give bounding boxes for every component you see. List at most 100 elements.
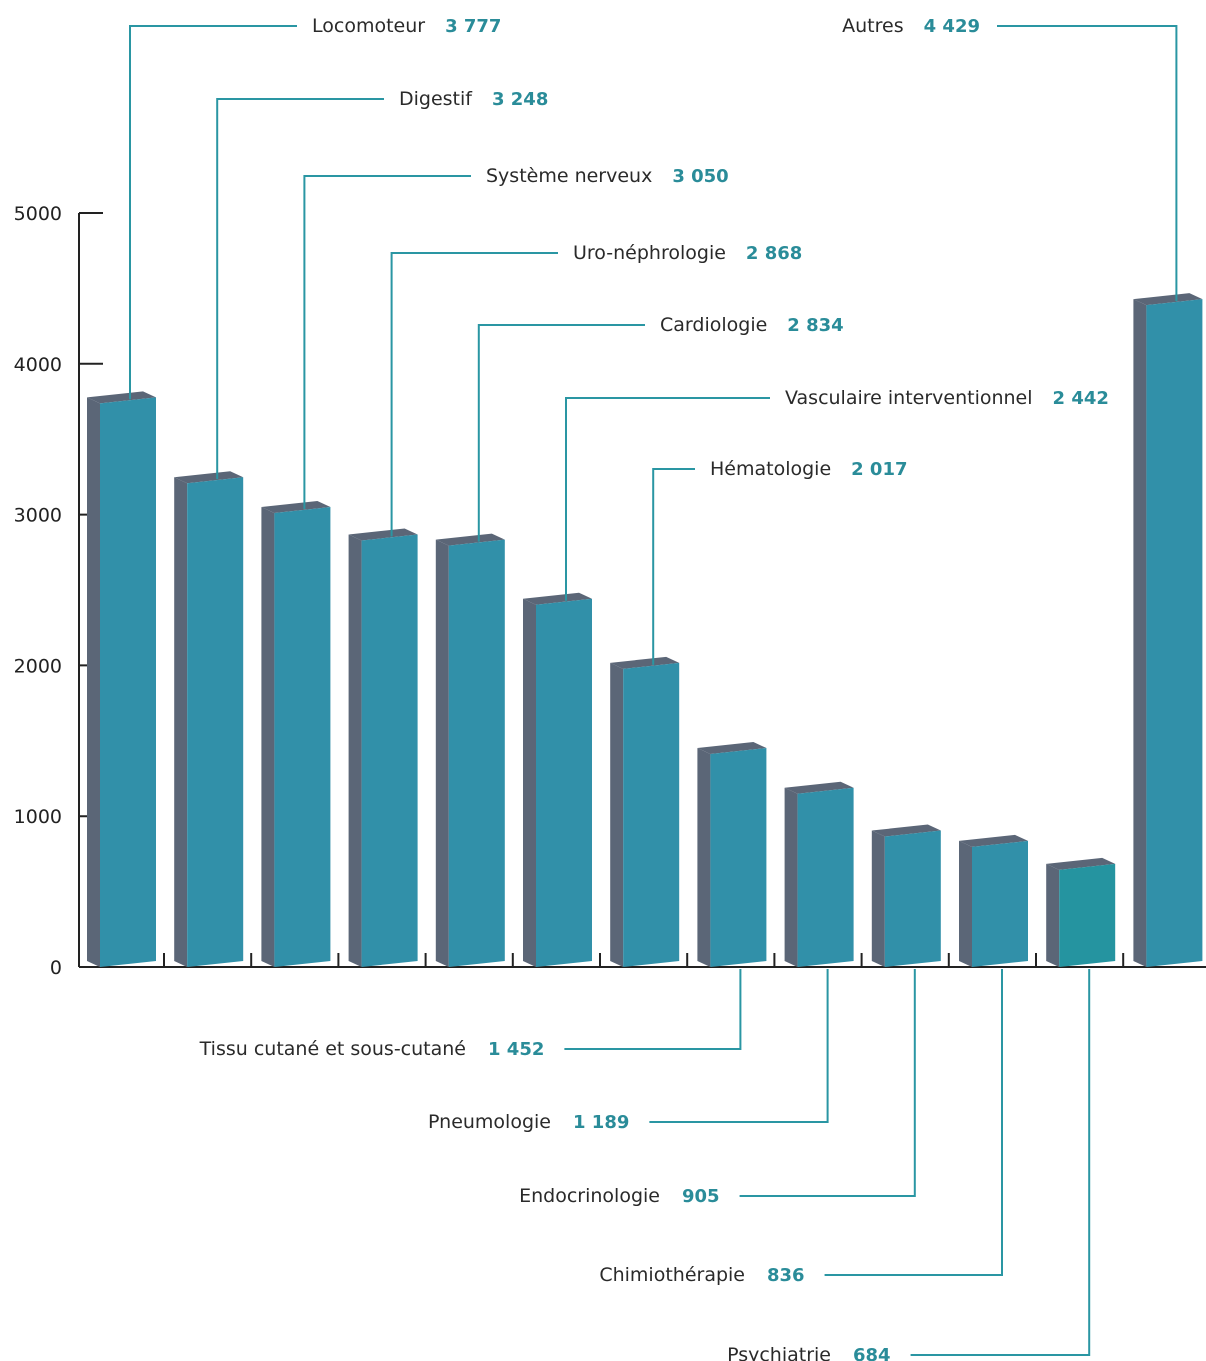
y-tick-label: 2000 (14, 655, 62, 677)
category-value: 836 (767, 1265, 805, 1286)
category-name: Digestif (399, 88, 473, 110)
leader-line (565, 397, 770, 601)
bar-front (1146, 299, 1203, 967)
bar-side (261, 507, 275, 967)
bar-top (261, 501, 331, 514)
bar-front (972, 840, 1028, 967)
bar (610, 656, 680, 967)
bar-front (448, 539, 505, 967)
y-axis: 0 1000 2000 3000 4000 5000 (14, 203, 1206, 979)
category-value: 3 050 (672, 166, 728, 187)
bar-side (959, 840, 972, 967)
category-name: Psychiatrie (727, 1344, 831, 1361)
category-label: Système nerveux 3 050 (486, 165, 729, 187)
category-name: Système nerveux (486, 165, 652, 187)
category-name: Endocrinologie (519, 1185, 660, 1207)
category-name: Autres (842, 15, 903, 37)
bar-side (871, 830, 885, 967)
category-value: 3 777 (445, 16, 501, 37)
bar-top (523, 592, 592, 605)
category-label: Autres 4 429 (842, 15, 980, 37)
bar (261, 501, 331, 967)
leader-line (216, 98, 384, 480)
bar (697, 742, 767, 967)
category-value: 1 189 (573, 1112, 629, 1133)
bar-top (87, 391, 156, 404)
bar-side (610, 662, 624, 967)
leader-line (652, 468, 695, 665)
bar-side (784, 787, 798, 967)
bar-side (435, 539, 449, 967)
bar-top (348, 528, 418, 541)
bar (523, 592, 592, 967)
category-value: 3 248 (492, 89, 548, 110)
bar-top (610, 656, 680, 669)
y-tick-label: 4000 (14, 354, 62, 376)
category-name: Uro-néphrologie (573, 242, 726, 264)
bar (784, 781, 854, 967)
y-tick-label: 0 (50, 957, 62, 979)
bar-side (697, 748, 711, 967)
category-name: Locomoteur (312, 15, 425, 37)
bar-front (710, 748, 767, 967)
leader-line (303, 175, 471, 510)
bar-top (435, 533, 505, 546)
category-name: Tissu cutané et sous-cutané (199, 1038, 466, 1060)
category-label: Locomoteur 3 777 (312, 15, 501, 37)
leader-line (824, 969, 1003, 1276)
category-name: Pneumologie (428, 1111, 551, 1133)
bar-front (274, 507, 331, 967)
category-value: 905 (682, 1186, 720, 1207)
category-value: 2 017 (851, 459, 907, 480)
bar-side (348, 534, 362, 967)
bars (87, 293, 1203, 967)
category-value: 2 868 (746, 243, 802, 264)
bar-front (187, 477, 244, 967)
bar-top (784, 781, 854, 794)
bar-top (959, 834, 1028, 847)
category-label: Digestif 3 248 (399, 88, 548, 110)
bar (174, 471, 244, 967)
bar-side (87, 397, 100, 967)
category-label: Cardiologie 2 834 (660, 314, 844, 336)
leader-line (564, 969, 742, 1050)
category-name: Vasculaire interventionnel (785, 387, 1033, 409)
bar (435, 533, 505, 967)
bar-side (1046, 863, 1060, 967)
bar-side (1133, 299, 1147, 967)
bar (87, 391, 156, 967)
bar-front (797, 787, 854, 967)
bar-front (361, 534, 418, 967)
category-name: Chimiothérapie (599, 1264, 745, 1286)
category-label: Uro-néphrologie 2 868 (573, 242, 802, 264)
bar-front (100, 397, 156, 967)
leader-line (129, 25, 297, 400)
y-tick-label: 1000 (14, 806, 62, 828)
category-name: Cardiologie (660, 314, 767, 336)
bar-front (623, 662, 680, 967)
category-value: 4 429 (924, 16, 980, 37)
y-tick-label: 3000 (14, 505, 62, 527)
bar-front (884, 830, 941, 967)
category-label: Hématologie 2 017 (710, 458, 908, 480)
leader-line (739, 969, 916, 1197)
category-value: 684 (853, 1345, 891, 1361)
bar-top (174, 471, 244, 484)
bar-top (871, 824, 941, 837)
bar (1133, 293, 1203, 967)
leader-line (477, 324, 645, 542)
leader-line (910, 969, 1091, 1356)
y-tick-label: 5000 (14, 203, 62, 225)
bar (871, 824, 941, 967)
category-value: 2 442 (1053, 388, 1109, 409)
bar (959, 834, 1028, 967)
bar (1046, 857, 1116, 967)
leader-line (649, 969, 829, 1123)
bar-side (523, 598, 536, 967)
category-name: Hématologie (710, 458, 831, 480)
leader-line (390, 252, 558, 537)
bar-front (1059, 863, 1116, 967)
category-value: 2 834 (787, 315, 843, 336)
category-value: 1 452 (488, 1039, 544, 1060)
